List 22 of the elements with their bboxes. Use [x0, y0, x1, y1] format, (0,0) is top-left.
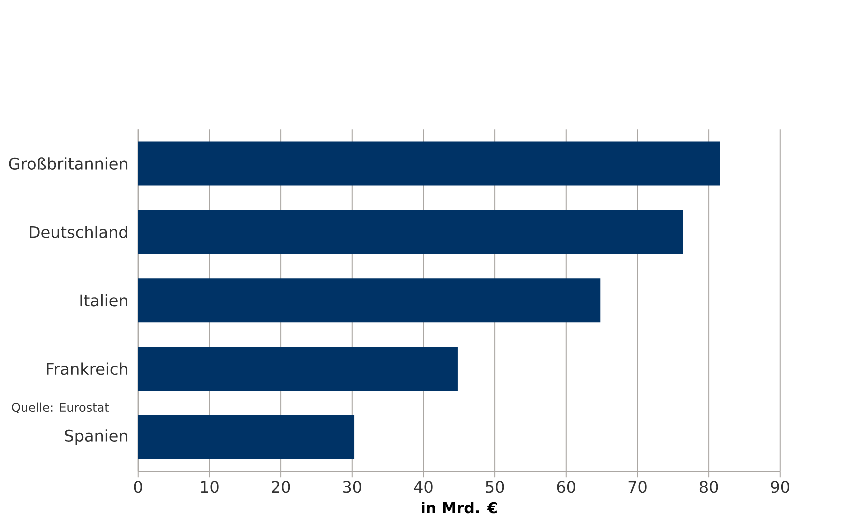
source-note: Quelle: Eurostat: [12, 402, 110, 414]
x-tick-label: 60: [557, 481, 576, 494]
bar: [138, 210, 684, 254]
x-tick-label: 10: [201, 481, 219, 494]
x-tick-label: 20: [272, 481, 290, 494]
y-tick-label: Spanien: [65, 430, 128, 446]
y-tick-label: Italien: [80, 294, 128, 307]
x-tick-label: 80: [700, 481, 718, 494]
x-tick-label: 70: [628, 481, 647, 494]
bar: [138, 346, 458, 391]
x-tick-label: 90: [771, 481, 790, 494]
x-tick-label: 30: [343, 481, 362, 494]
x-axis-title: in Mrd. €: [422, 502, 497, 514]
y-tick-label: Deutschland: [30, 226, 128, 238]
x-tick-label: 0: [134, 481, 142, 494]
y-tick-label: Frankreich: [47, 362, 128, 376]
x-tick-label: 50: [486, 481, 504, 494]
y-tick-label: Großbritannien: [9, 158, 128, 170]
x-tick-label: 40: [414, 481, 433, 494]
bar: [138, 415, 355, 460]
bar: [138, 278, 601, 323]
bar: [138, 142, 720, 186]
